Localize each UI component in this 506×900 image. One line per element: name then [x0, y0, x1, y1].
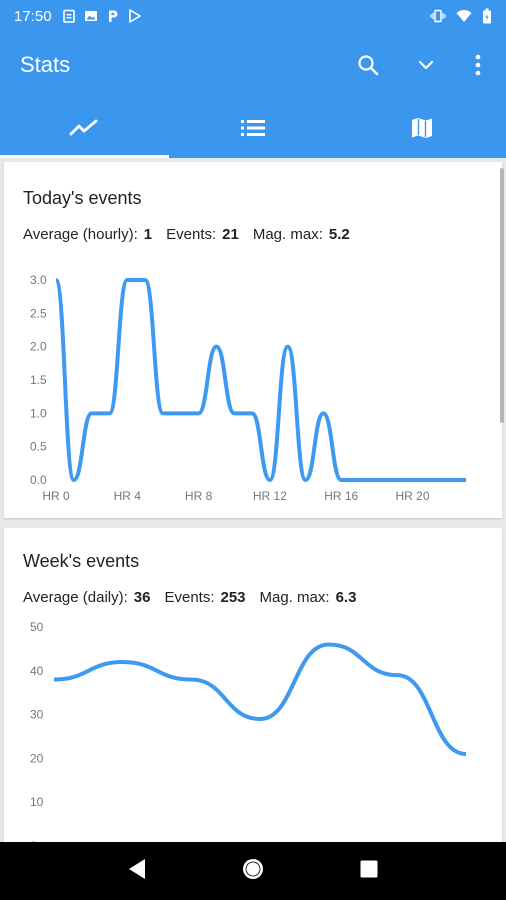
series-line [54, 278, 466, 482]
week-events-card: Week's events Average (daily): 36 Events… [4, 528, 502, 842]
home-circle-icon [243, 858, 263, 879]
app-bar: Stats [0, 32, 506, 98]
y-tick-label: 1.5 [30, 373, 47, 387]
avg-hourly-value: 1 [143, 226, 153, 243]
home-button[interactable] [241, 857, 265, 886]
tab-list[interactable] [169, 98, 338, 158]
vibrate-icon [430, 9, 446, 23]
status-time: 17:50 [14, 7, 52, 25]
events-value: 21 [222, 226, 239, 243]
today-events-card: Today's events Average (hourly): 1 Event… [4, 162, 502, 518]
y-tick-label: 50 [30, 620, 44, 634]
avg-hourly-label: Average (hourly): [23, 226, 138, 243]
y-tick-label: 2.5 [30, 306, 47, 320]
status-bar: 17:50 [0, 0, 506, 32]
x-tick-label: HR 0 [42, 489, 70, 503]
events-value: 253 [220, 589, 246, 606]
x-tick-label: HR 8 [185, 489, 213, 503]
page-title: Stats [20, 52, 71, 77]
recents-square-icon [360, 860, 378, 877]
y-tick-label: 40 [30, 664, 44, 678]
y-tick-label: 30 [30, 708, 44, 722]
battery-icon [483, 8, 491, 24]
list-icon [241, 120, 265, 136]
today-stats: Average (hourly): 1 Events: 21 Mag. max:… [23, 226, 358, 243]
recents-button[interactable] [359, 859, 379, 884]
y-tick-label: 2.0 [30, 340, 47, 354]
search-button[interactable] [354, 51, 382, 79]
wifi-icon [456, 10, 472, 22]
mag-max-value: 6.3 [335, 589, 357, 606]
search-icon [358, 55, 379, 76]
x-tick-label: HR 4 [114, 489, 142, 503]
x-tick-label: HR 20 [396, 489, 430, 503]
mag-max-value: 5.2 [328, 226, 350, 243]
y-tick-label: 10 [30, 795, 44, 809]
scrollbar-thumb[interactable] [500, 168, 504, 423]
week-events-chart: 0 10 20 30 40 50 [30, 620, 467, 842]
y-tick-label: 0.0 [30, 473, 47, 487]
stats-scroll-view[interactable]: Today's events Average (hourly): 1 Event… [0, 158, 506, 842]
clipboard-icon [62, 9, 75, 23]
tab-stats[interactable] [0, 98, 169, 158]
back-triangle-icon [129, 858, 145, 879]
photo-icon [84, 11, 97, 21]
filter-dropdown-button[interactable] [412, 51, 440, 79]
chart-line-icon [69, 119, 98, 136]
week-title: Week's events [23, 551, 140, 571]
week-stats: Average (daily): 36 Events: 253 Mag. max… [23, 589, 364, 606]
mag-max-label: Mag. max: [259, 589, 330, 606]
today-events-chart: 0.0 0.5 1.0 1.5 2.0 2.5 3.0 HR 0 HR 4 HR 8 HR 12 HR… [30, 273, 467, 503]
avg-daily-value: 36 [133, 589, 151, 606]
back-button[interactable] [127, 858, 147, 885]
events-label: Events: [164, 589, 215, 606]
y-tick-label: 20 [30, 751, 44, 765]
today-title: Today's events [23, 188, 142, 208]
y-tick-label: 3.0 [30, 273, 47, 287]
tab-map[interactable] [337, 98, 506, 158]
system-nav-bar [0, 842, 506, 900]
x-tick-label: HR 16 [324, 489, 358, 503]
p-icon [108, 10, 118, 22]
map-icon [411, 118, 432, 138]
play-store-icon [128, 9, 141, 23]
series-line [53, 642, 467, 757]
mag-max-label: Mag. max: [252, 226, 323, 243]
more-vert-icon [475, 54, 481, 76]
avg-daily-label: Average (daily): [23, 589, 128, 606]
events-label: Events: [166, 226, 217, 243]
x-tick-label: HR 12 [253, 489, 287, 503]
tab-bar [0, 98, 506, 158]
y-tick-label: 1.0 [30, 406, 47, 420]
more-options-button[interactable] [470, 51, 486, 79]
y-tick-label: 0.5 [30, 440, 47, 454]
y-tick-label: 0 [30, 839, 37, 842]
chevron-down-icon [418, 60, 434, 70]
